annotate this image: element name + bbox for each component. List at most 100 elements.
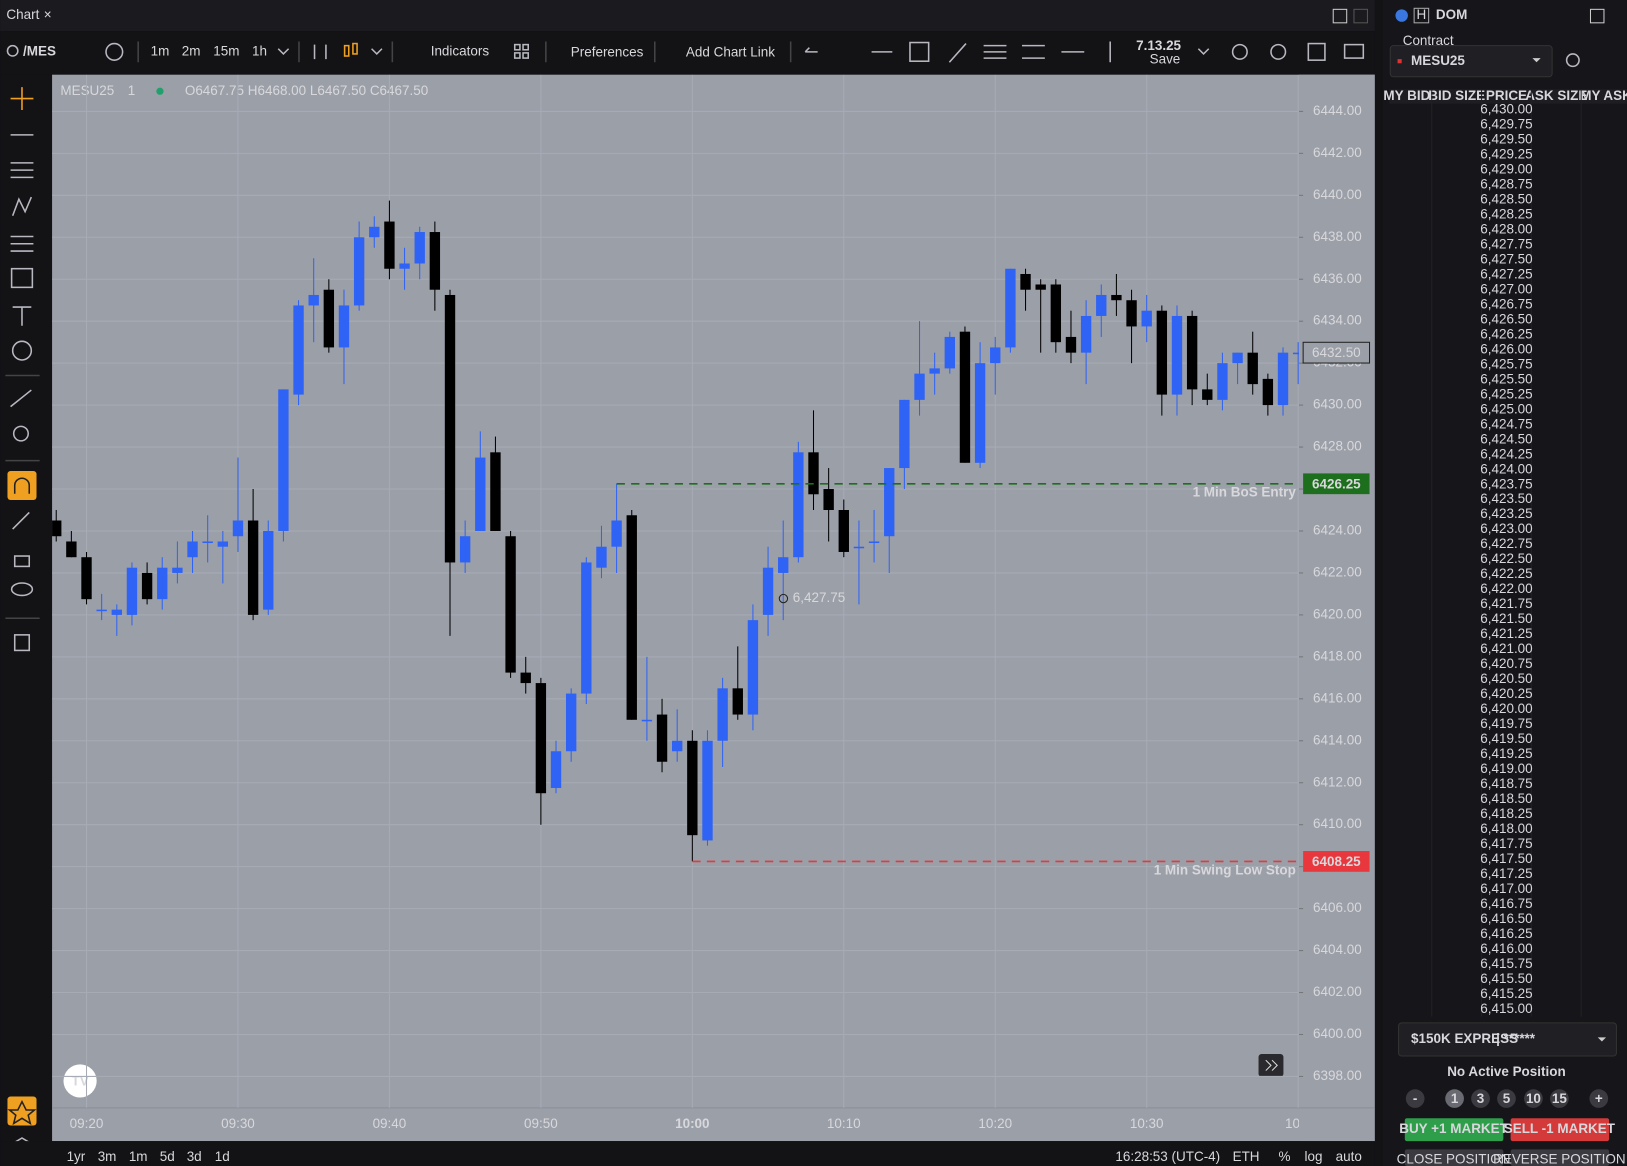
price-line-name: 1 Min Swing Low Stop <box>1154 862 1296 877</box>
candle-body <box>899 399 910 469</box>
candle-body <box>1005 268 1016 348</box>
dom-price: 6,426.75 <box>1480 296 1532 311</box>
account: $150K EXPRESS <box>1411 1031 1518 1046</box>
tab-close[interactable]: × <box>44 7 52 22</box>
quantity-button[interactable] <box>1524 1089 1543 1108</box>
candle-body <box>914 373 925 400</box>
scale-option[interactable]: % <box>1278 1149 1290 1164</box>
candle-body <box>232 520 244 537</box>
sell-button[interactable] <box>1510 1118 1610 1142</box>
dom-settings[interactable] <box>1565 53 1580 68</box>
candle-body <box>1171 315 1183 395</box>
quantity-button[interactable] <box>1589 1089 1609 1108</box>
candle-body <box>823 489 834 511</box>
search-icon <box>6 44 19 57</box>
indicators-button[interactable]: Indicators <box>431 43 490 58</box>
price-tag-label: 6426.25 <box>1312 476 1361 491</box>
maximize[interactable] <box>1353 8 1368 24</box>
dom-price: 6,420.25 <box>1480 686 1532 701</box>
dom-price: 6,424.75 <box>1480 416 1532 431</box>
dom-price: 6,419.00 <box>1480 761 1532 776</box>
bottom-bar <box>0 1141 1375 1166</box>
dom-price: 6,428.25 <box>1480 206 1532 221</box>
chart-tab[interactable]: Chart <box>6 7 39 22</box>
interval-button[interactable]: 1h <box>252 43 267 58</box>
dom-header-row <box>1389 89 1627 104</box>
dom-price: 6,417.50 <box>1480 851 1532 866</box>
close-position-button[interactable] <box>1404 1149 1504 1166</box>
contract-label: Contract <box>1403 33 1454 48</box>
y-tick-label: 6442.00 <box>1313 145 1362 160</box>
dom-column-header: ASK SIZE <box>1525 88 1587 103</box>
y-tick-label: 6404.00 <box>1313 942 1362 957</box>
x-tick-label: 10:10 <box>827 1116 861 1131</box>
dom-add[interactable] <box>1589 8 1605 24</box>
dom-price: 6,415.25 <box>1480 986 1532 1001</box>
range-button[interactable]: 1yr <box>67 1149 86 1164</box>
dom-price: 6,430.00 <box>1480 102 1532 117</box>
contract-select[interactable] <box>1389 45 1553 78</box>
candle-body <box>338 305 350 348</box>
interval-button[interactable]: 2m <box>182 43 201 58</box>
preferences-button[interactable]: Preferences <box>571 44 644 59</box>
contract-dot <box>1397 59 1402 64</box>
buy-button[interactable] <box>1404 1118 1504 1142</box>
candle-body <box>702 740 713 841</box>
candle-body <box>490 452 501 531</box>
dom-tab[interactable]: DOM <box>1436 7 1467 22</box>
dom-price: 6,417.00 <box>1480 881 1532 896</box>
candle-body <box>399 263 410 269</box>
dom-column-header: MY ASK <box>1580 88 1627 103</box>
dom-price: 6,425.25 <box>1480 386 1532 401</box>
y-tick-label: 6420.00 <box>1313 606 1362 621</box>
session[interactable]: ETH <box>1233 1149 1260 1164</box>
y-tick-label: 6398.00 <box>1313 1068 1362 1083</box>
dom-column-header: PRICE <box>1486 88 1527 103</box>
position-status: No Active Position <box>1447 1064 1566 1079</box>
range-button[interactable]: 5d <box>160 1149 175 1164</box>
clock: 16:28:53 (UTC-4) <box>1115 1149 1220 1164</box>
range-button[interactable]: 1m <box>129 1149 148 1164</box>
plot <box>52 200 1299 863</box>
candle-body <box>1096 294 1107 316</box>
quantity-button[interactable] <box>1405 1089 1425 1108</box>
scale-option[interactable]: log <box>1305 1149 1323 1164</box>
scroll-icon <box>1265 1059 1278 1071</box>
dom-price: 6,426.00 <box>1480 341 1532 356</box>
candle-body <box>505 536 516 673</box>
quantity-button[interactable] <box>1497 1089 1516 1108</box>
quantity-button[interactable] <box>1471 1089 1490 1108</box>
candle-body <box>990 347 1001 364</box>
candle-body <box>596 546 607 568</box>
candle-body <box>323 289 335 348</box>
candle-body <box>308 294 319 306</box>
save-button[interactable]: Save <box>1150 52 1181 67</box>
y-tick-label: 6422.00 <box>1313 565 1362 580</box>
quantity-button[interactable] <box>1445 1089 1464 1108</box>
range-button[interactable]: 3d <box>187 1149 202 1164</box>
add-panel[interactable] <box>1332 8 1348 24</box>
compare-icon[interactable] <box>105 42 124 61</box>
quantity-button[interactable] <box>1550 1089 1569 1108</box>
y-tick-label: 6436.00 <box>1313 271 1362 286</box>
scale-option[interactable]: auto <box>1336 1149 1362 1164</box>
dom-price: 6,423.75 <box>1480 476 1532 491</box>
interval-button[interactable]: 1m <box>151 43 170 58</box>
candle-body <box>656 714 668 762</box>
candle-body <box>1202 389 1213 400</box>
interval-button[interactable]: 15m <box>213 43 239 58</box>
range-button[interactable]: 3m <box>98 1149 117 1164</box>
candle-body <box>414 232 425 264</box>
chart-link-button[interactable]: Add Chart Link <box>686 44 775 59</box>
candle-body <box>459 536 471 563</box>
range-button[interactable]: 1d <box>215 1149 230 1164</box>
reverse-position-button[interactable] <box>1510 1149 1610 1166</box>
candle-body <box>202 541 213 544</box>
time-axis: 09:20 09:30 09:40 09:50 10:00 10:10 10:20 10:30… <box>70 1116 1299 1131</box>
account-select[interactable] <box>1398 1022 1617 1057</box>
candle-body <box>126 567 138 615</box>
dom-column-header: MY BID <box>1383 88 1430 103</box>
dom-price: 6,428.50 <box>1480 191 1532 206</box>
symbol-search[interactable]: /MES <box>23 43 56 58</box>
layout-name[interactable]: 7.13.25 <box>1136 38 1181 53</box>
